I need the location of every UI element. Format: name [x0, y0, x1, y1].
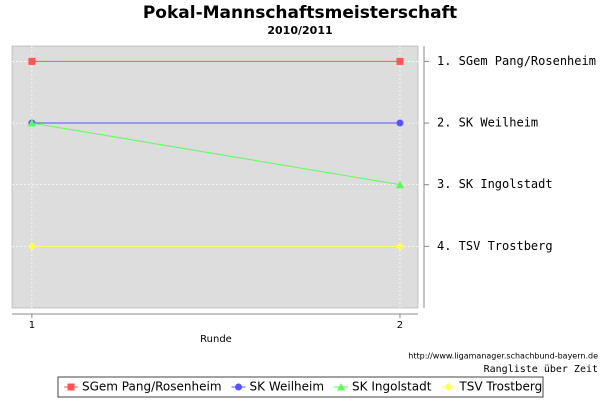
- legend-marker: [337, 383, 346, 391]
- chart-subtitle: 2010/2011: [267, 24, 332, 37]
- data-point: [395, 242, 404, 251]
- legend-label: SK Ingolstadt: [352, 380, 432, 394]
- legend-marker: [444, 383, 453, 391]
- chart-title: Pokal-Mannschaftsmeisterschaft: [143, 3, 457, 23]
- data-point: [396, 119, 404, 127]
- data-point: [28, 57, 36, 65]
- y-tick-label: 3. SK Ingolstadt: [437, 177, 553, 191]
- legend-marker: [67, 383, 75, 391]
- data-point: [395, 180, 404, 189]
- x-axis-label: Runde: [200, 334, 232, 345]
- y-tick-label: 4. TSV Trostberg: [437, 239, 553, 253]
- x-tick-label: 1: [29, 320, 35, 331]
- series-line: [31, 122, 401, 186]
- caption: Rangliste über Zeit: [484, 364, 598, 375]
- data-point: [27, 119, 36, 127]
- data-point: [27, 242, 36, 251]
- x-tick-label: 2: [397, 320, 403, 331]
- data-point: [396, 57, 404, 65]
- legend-marker: [235, 383, 243, 391]
- legend-label: SK Weilheim: [250, 380, 325, 394]
- plot-area: [11, 45, 419, 309]
- source-note: http://www.ligamanager.schachbund-bayern…: [408, 352, 598, 361]
- legend: [57, 376, 544, 398]
- legend-label: SGem Pang/Rosenheim: [82, 380, 222, 394]
- legend-label: TSV Trostberg: [458, 380, 542, 394]
- y-tick-label: 2. SK Weilheim: [437, 116, 538, 130]
- y-tick-label: 1. SGem Pang/Rosenheim: [437, 54, 596, 68]
